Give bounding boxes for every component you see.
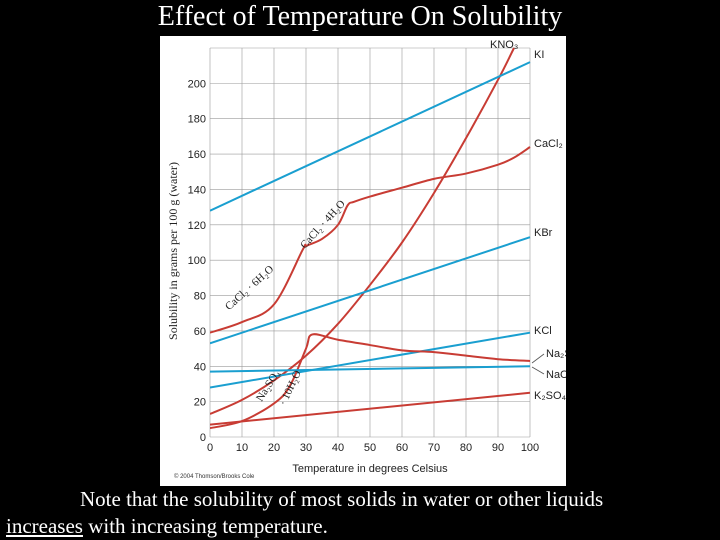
curve-annotation: CaCl₂ · 6H₂O — [223, 263, 276, 313]
y-tick-label: 60 — [194, 326, 206, 338]
y-tick-label: 200 — [188, 78, 206, 90]
x-tick-label: 90 — [492, 442, 504, 454]
caption-line-1: Note that the solubility of most solids … — [80, 487, 604, 511]
series-line-na2so4 — [210, 333, 531, 430]
copyright-credit: © 2004 Thomson/Brooks Cole — [174, 474, 255, 480]
x-tick-label: 50 — [364, 442, 376, 454]
series-line-k2so4 — [210, 391, 531, 426]
caption: Note that the solubility of most solids … — [6, 486, 718, 540]
y-tick-label: 120 — [188, 220, 206, 232]
series-label-cacl2: CaCl₂ — [534, 138, 563, 150]
tick-labels: 0 10 20 30 40 50 60 70 80 90 100 0 20 40 60 80 100 120 140… — [188, 78, 540, 454]
y-axis-label: Solubility in grams per 100 g (water) — [166, 162, 180, 340]
series-label-kcl: KCl — [534, 325, 552, 337]
x-tick-label: 0 — [207, 442, 213, 454]
caption-underlined-word: increases — [6, 514, 83, 538]
series-label-kbr: KBr — [534, 227, 553, 239]
leader-line-nacl — [531, 366, 545, 375]
solubility-chart: 0 10 20 30 40 50 60 70 80 90 100 0 20 40 60 80 100 120 140… — [166, 39, 566, 475]
x-tick-label: 80 — [460, 442, 472, 454]
y-tick-label: 160 — [188, 149, 206, 161]
x-tick-label: 20 — [268, 442, 280, 454]
y-tick-label: 80 — [194, 291, 206, 303]
leader-line-na2so4 — [531, 353, 545, 364]
y-tick-label: 140 — [188, 184, 206, 196]
y-tick-label: 180 — [188, 114, 206, 126]
series-line-kcl — [210, 331, 531, 389]
series-label-k2so4: K₂SO₄ — [534, 390, 566, 402]
x-tick-label: 30 — [300, 442, 312, 454]
series-line-kbr — [210, 236, 531, 345]
chart-panel: 0 10 20 30 40 50 60 70 80 90 100 0 20 40 60 80 100 120 140… — [160, 36, 566, 486]
series-label-nacl: NaCl — [546, 369, 566, 381]
y-tick-label: 0 — [200, 432, 206, 444]
x-tick-label: 70 — [428, 442, 440, 454]
series-line-nacl — [210, 365, 531, 373]
caption-rest: with increasing temperature. — [82, 514, 328, 538]
y-tick-label: 100 — [188, 255, 206, 267]
series-lines — [210, 47, 531, 430]
slide-title: Effect of Temperature On Solubility — [157, 1, 563, 32]
series-line-ki — [210, 61, 531, 212]
y-tick-label: 40 — [194, 361, 206, 373]
x-tick-label: 10 — [236, 442, 248, 454]
series-label-ki: KI — [534, 49, 544, 61]
series-line-kno3 — [210, 47, 515, 415]
x-tick-label: 60 — [396, 442, 408, 454]
series-label-na2so4: Na₂SO₄ — [546, 348, 566, 360]
series-labels: KNO₃ KI CaCl₂ KBr KCl Na₂SO₄ NaCl K₂SO₄ — [490, 39, 566, 402]
series-line-cacl2 — [210, 146, 531, 334]
x-tick-label: 100 — [521, 442, 539, 454]
y-tick-label: 20 — [194, 397, 206, 409]
x-tick-label: 40 — [332, 442, 344, 454]
x-axis-label: Temperature in degrees Celsius — [292, 463, 448, 475]
series-label-kno3: KNO₃ — [490, 39, 518, 51]
